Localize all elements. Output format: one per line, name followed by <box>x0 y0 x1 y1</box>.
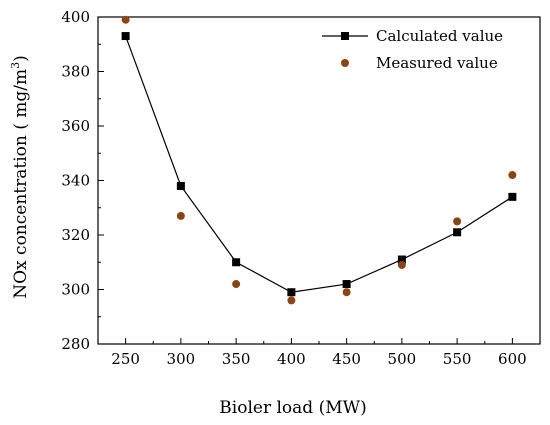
legend-label: Calculated value <box>376 27 503 45</box>
y-tick-label: 320 <box>61 226 90 244</box>
x-tick-label: 500 <box>388 350 417 368</box>
measured-point <box>453 217 462 226</box>
legend-square-marker <box>341 32 349 40</box>
y-tick-label: 300 <box>61 281 90 299</box>
calculated-point <box>176 181 185 190</box>
measured-point <box>287 296 296 305</box>
x-tick-label: 350 <box>222 350 251 368</box>
x-tick-label: 600 <box>498 350 527 368</box>
y-tick-label: 380 <box>61 63 90 81</box>
legend-circle-marker <box>341 59 349 67</box>
y-axis-title-main: NOx concentration ( mg/m <box>11 69 31 299</box>
calculated-point <box>453 228 462 237</box>
y-tick-label: 280 <box>61 335 90 353</box>
x-tick-label: 250 <box>111 350 140 368</box>
y-tick-label: 400 <box>61 8 90 26</box>
measured-point <box>232 280 241 289</box>
calculated-point <box>508 192 517 201</box>
legend-label: Measured value <box>376 54 498 72</box>
y-axis-title-superscript: 3 <box>9 62 22 69</box>
calculated-point <box>342 280 351 289</box>
measured-point <box>176 211 185 220</box>
x-axis-title: Bioler load (MW) <box>219 398 366 418</box>
y-tick-label: 340 <box>61 172 90 190</box>
y-axis-title-suffix: ) <box>11 55 31 62</box>
y-axis-title: NOx concentration ( mg/m3) <box>9 55 31 299</box>
measured-point <box>121 15 130 24</box>
x-tick-label: 400 <box>277 350 306 368</box>
measured-point <box>508 171 517 180</box>
calculated-point <box>121 32 130 41</box>
measured-point <box>397 260 406 269</box>
calculated-point <box>397 255 406 264</box>
calculated-point <box>287 288 296 297</box>
series-line-calculated <box>125 35 513 293</box>
x-tick-label: 550 <box>443 350 472 368</box>
x-tick-label: 450 <box>332 350 361 368</box>
measured-point <box>342 288 351 297</box>
y-tick-label: 360 <box>61 117 90 135</box>
calculated-point <box>232 258 241 267</box>
x-tick-label: 300 <box>167 350 196 368</box>
